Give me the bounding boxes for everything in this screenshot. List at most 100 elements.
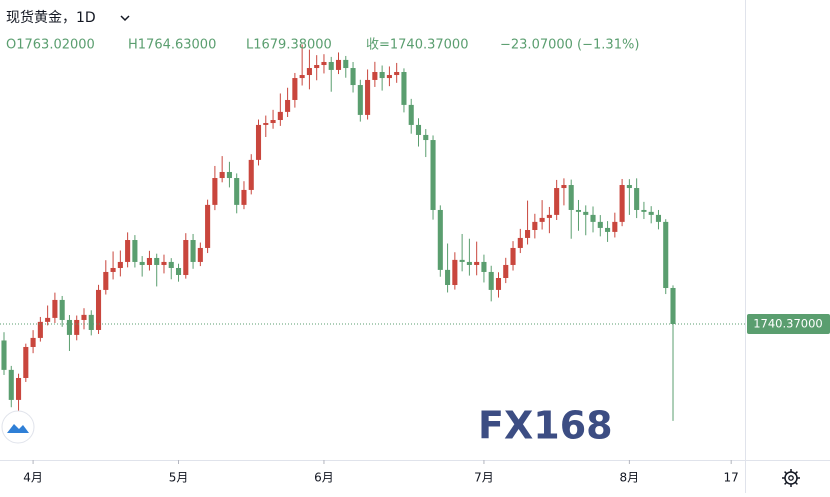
x-tick-label: 7月 [474, 471, 494, 485]
candle-body [452, 259, 458, 285]
candle-body [190, 240, 196, 262]
candle-body [350, 68, 356, 86]
candle-body [386, 75, 392, 79]
x-tick-label: 5月 [169, 471, 189, 485]
candle-body [161, 261, 167, 265]
candle-body [45, 317, 51, 322]
candle-body [95, 289, 102, 330]
candle-body [277, 111, 283, 121]
candle-body [510, 247, 516, 265]
candle-body [255, 124, 262, 160]
candle-body [292, 78, 298, 100]
candle-body [146, 257, 152, 265]
logo-circle[interactable] [1, 410, 35, 444]
candle-body [459, 259, 465, 262]
candle-body [299, 75, 305, 79]
candle-body [226, 171, 232, 179]
gear-teeth [782, 469, 800, 487]
candle-body [583, 211, 589, 215]
candle-body [139, 261, 145, 265]
logo-mark [7, 424, 29, 433]
x-tick-label: 4月 [23, 471, 43, 485]
last-price-label: 1740.37000 [753, 316, 823, 330]
candle-body [59, 299, 65, 320]
ohlc-value: −23.07000 (−1.31%) [500, 38, 639, 53]
chart-title[interactable]: 现货黄金，1D [6, 9, 96, 26]
candle-body [1, 340, 7, 370]
candle-body [481, 261, 487, 272]
candle-body [248, 159, 254, 190]
candle-body [401, 72, 407, 105]
candle-body [117, 261, 123, 268]
candle-body [437, 209, 443, 270]
candle-body [270, 120, 276, 124]
candle-body [655, 214, 662, 222]
candle-body [415, 124, 422, 135]
watermark: FX168 [478, 404, 613, 448]
candle-body [306, 68, 312, 76]
last-price-badge [747, 313, 830, 334]
candle-body [575, 209, 582, 212]
candle-body [183, 240, 189, 275]
candle-body [205, 204, 211, 248]
ohlc-value: L1679.38000 [246, 38, 332, 53]
candle-body [66, 319, 72, 335]
ohlc-value: O1763.02000 [6, 38, 95, 53]
candle-body [634, 188, 640, 210]
settings-gear[interactable] [782, 469, 800, 487]
candle-body [88, 314, 94, 330]
candle-body [132, 240, 138, 262]
candle-body [285, 99, 291, 112]
candle-body [641, 209, 647, 212]
candle-body [81, 314, 87, 320]
candle-body [590, 214, 596, 222]
candle-body [612, 221, 618, 232]
candle-body [372, 72, 378, 80]
candle-body [517, 237, 523, 248]
candle-body [495, 278, 502, 290]
candle-body [430, 140, 436, 210]
candle-body [219, 171, 225, 179]
interval-chevron[interactable] [120, 15, 130, 22]
candle-body [546, 214, 552, 218]
candle-body [52, 299, 58, 318]
candle-body [626, 185, 632, 189]
candle-body [234, 178, 240, 205]
candle-body [525, 230, 531, 238]
candle-body [568, 185, 574, 210]
ohlc-value: H1764.63000 [128, 38, 216, 53]
x-tick-label: 8月 [620, 471, 640, 485]
logo[interactable] [1, 410, 35, 444]
candle-body [23, 346, 29, 378]
candle-body [335, 59, 342, 70]
candle-body [532, 221, 538, 230]
candle-body [197, 247, 203, 262]
candle-body [379, 72, 385, 79]
plot-area [1, 44, 676, 426]
candle-body [343, 59, 349, 69]
candle-body [619, 185, 625, 222]
candle-body [648, 211, 654, 215]
candle-body [74, 319, 80, 335]
candle-body [103, 271, 109, 290]
candle-body [408, 104, 414, 125]
ohlc-value: 收=1740.37000 [366, 38, 468, 53]
candle-body [445, 269, 451, 285]
candle-body [423, 134, 429, 141]
candle-body [554, 188, 560, 215]
candle-body [466, 261, 472, 265]
candle-body [175, 267, 182, 275]
candle-body [263, 123, 269, 125]
candle-body [597, 221, 603, 228]
candle-body [125, 240, 131, 262]
candle-body [314, 65, 320, 69]
candle-body [539, 217, 545, 222]
candle-body [15, 377, 22, 400]
candle-body [168, 261, 174, 268]
candle-body [110, 267, 116, 272]
candle-body [365, 79, 371, 115]
candle-body [670, 287, 676, 324]
candle-body [663, 221, 669, 289]
